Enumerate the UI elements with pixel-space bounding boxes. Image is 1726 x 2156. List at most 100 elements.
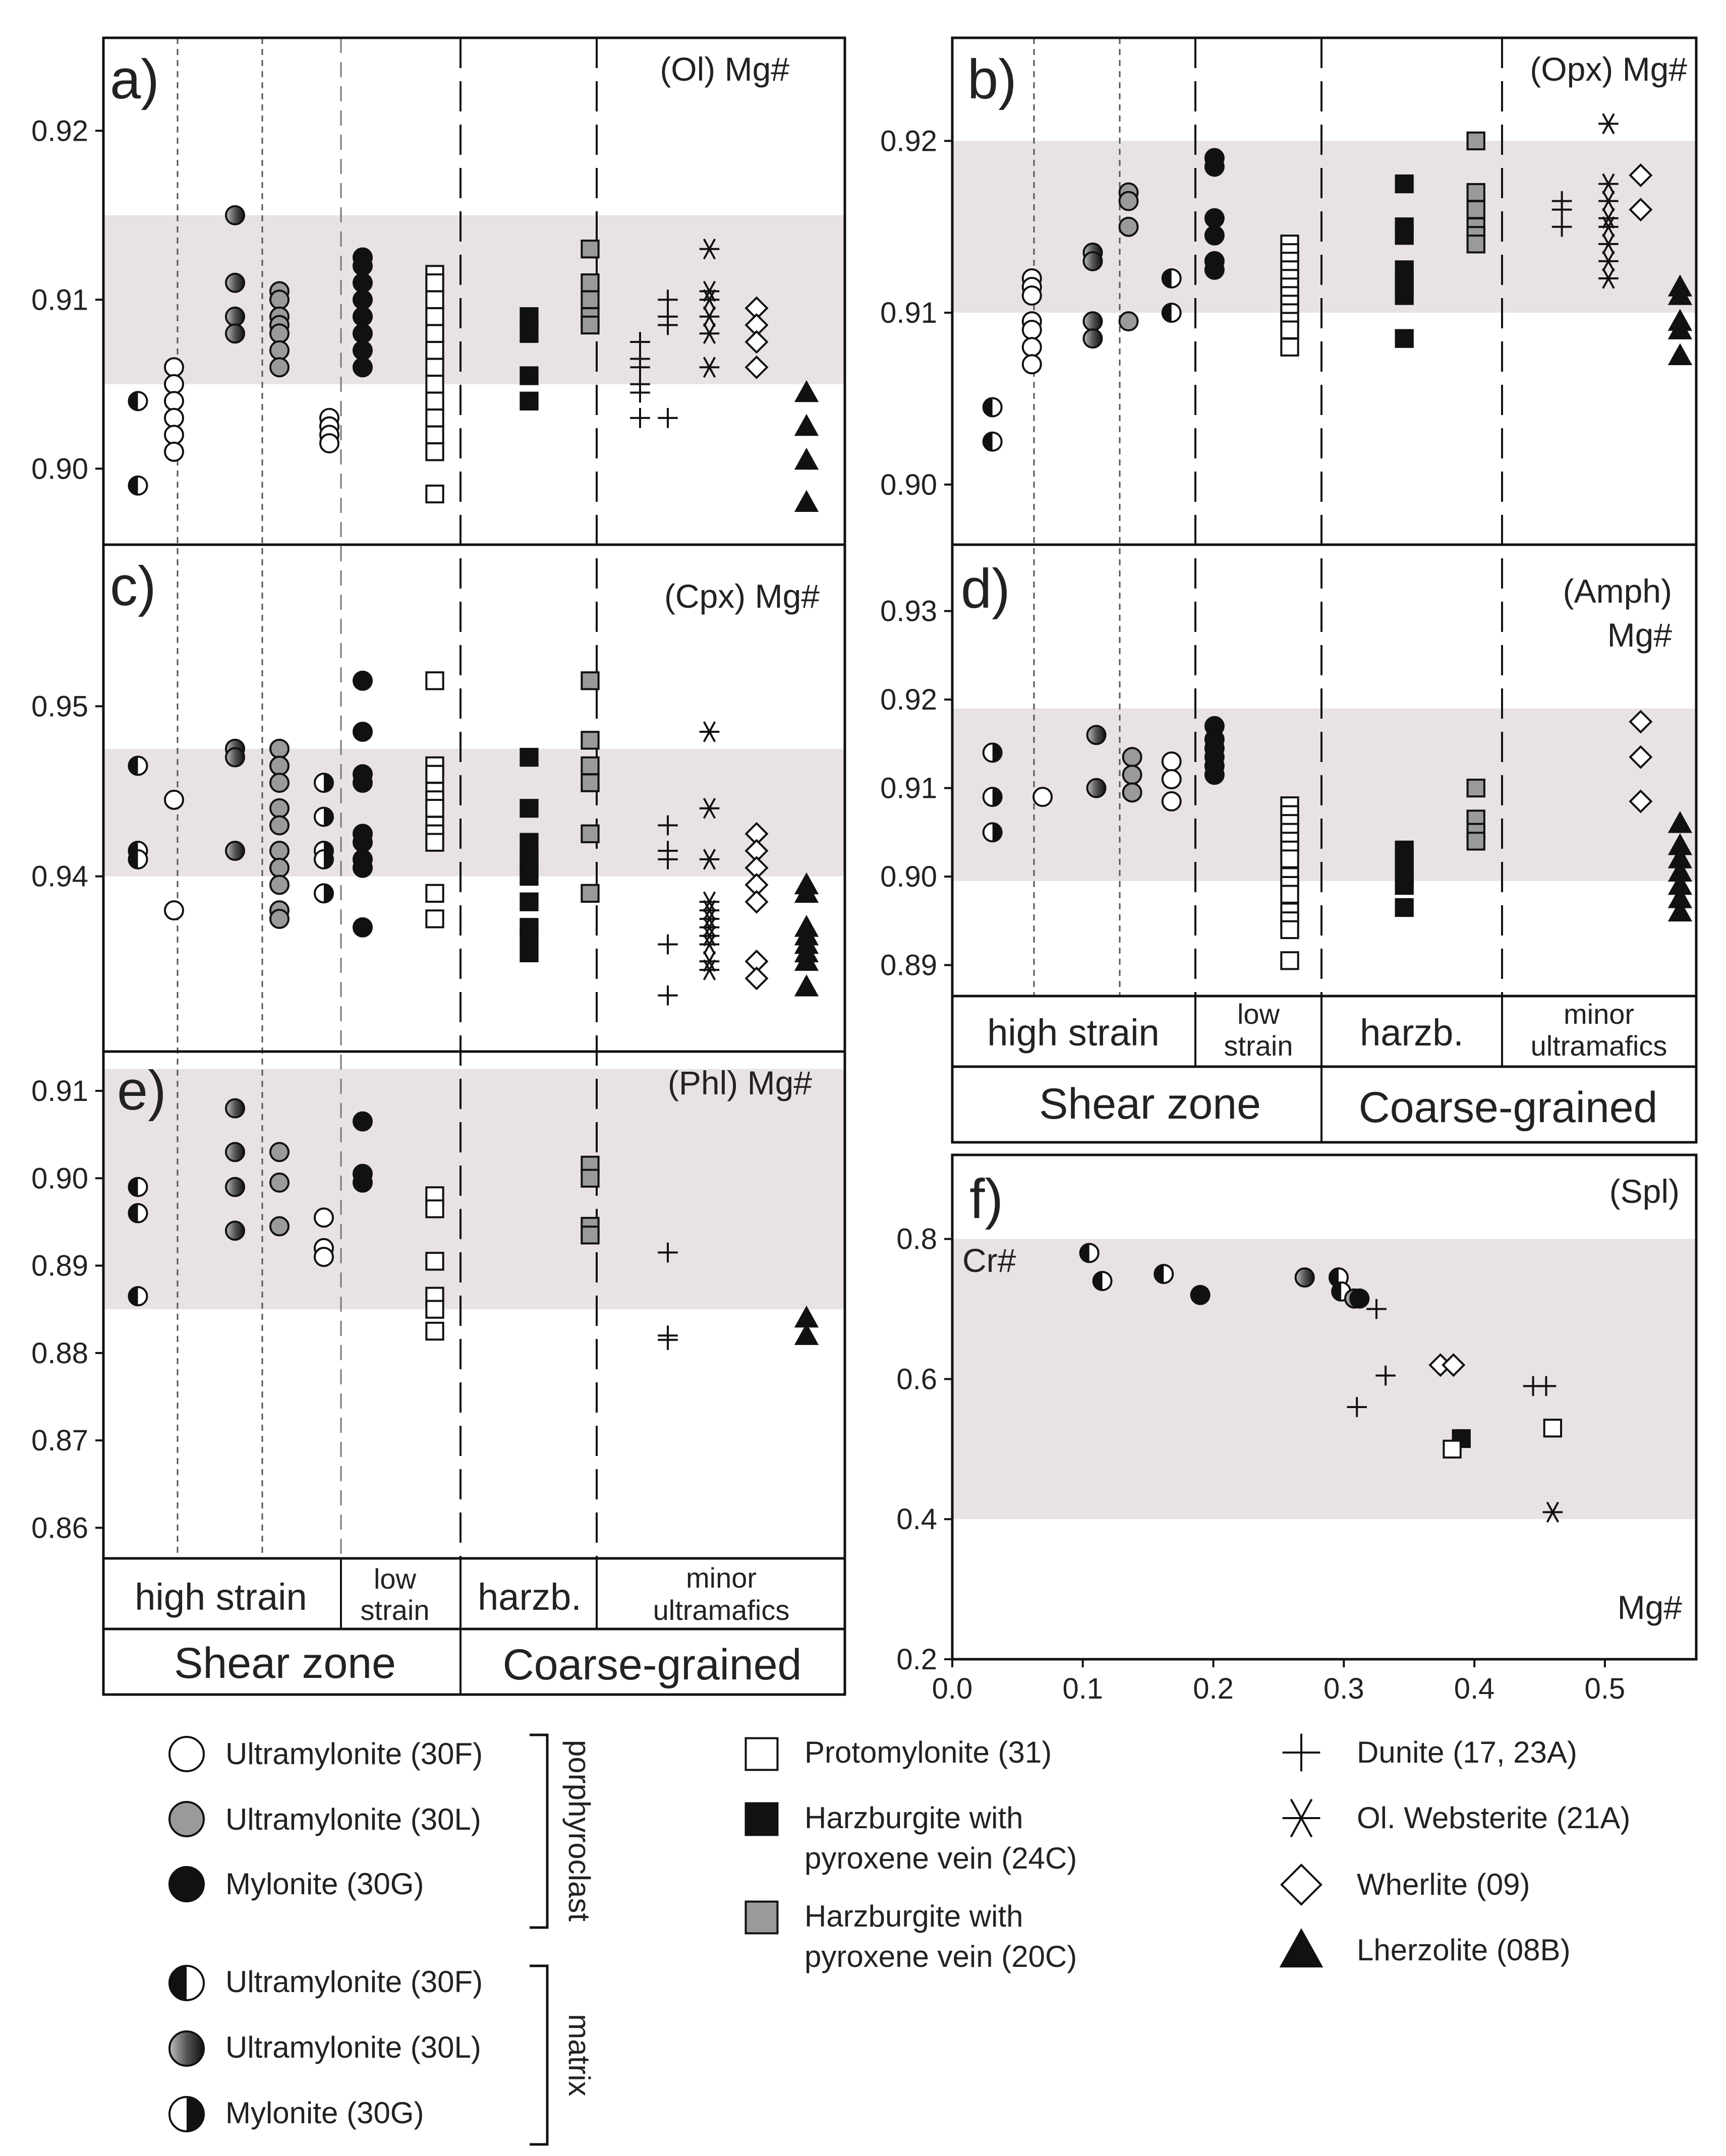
y-tick-label: 0.93 <box>880 595 937 628</box>
marker-shape <box>269 340 290 361</box>
panel-a-letter: a) <box>110 48 159 110</box>
reference-band-b <box>952 141 1696 313</box>
marker-shape <box>1395 876 1414 895</box>
marker-shape <box>319 433 339 453</box>
data-point-c <box>699 951 720 972</box>
marker-shape <box>425 409 444 428</box>
data-point-c <box>699 797 720 819</box>
data-point-e <box>581 1226 600 1245</box>
data-point-a <box>319 433 339 453</box>
data-point-a <box>581 290 600 309</box>
data-point-c <box>314 806 334 827</box>
marker-half <box>324 884 333 903</box>
marker-shape <box>1279 1928 1324 1968</box>
data-point-f <box>1092 1271 1113 1291</box>
marker-shape <box>1443 1439 1462 1459</box>
data-point-c <box>520 833 539 852</box>
data-point-a <box>520 366 539 385</box>
marker-half <box>129 1287 138 1306</box>
marker-shape <box>269 738 290 759</box>
data-point-e <box>425 1321 444 1341</box>
marker-shape <box>353 670 373 691</box>
data-point-a <box>164 357 184 378</box>
data-point-a <box>520 391 539 411</box>
data-point-e <box>314 1207 334 1228</box>
data-point-d <box>1161 769 1182 790</box>
x-tick-label: 0.3 <box>1324 1672 1364 1705</box>
marker-shape <box>425 1321 444 1341</box>
marker-shape <box>225 272 245 293</box>
data-point-b <box>1280 320 1299 339</box>
data-point-a <box>699 238 720 260</box>
y-tick-label: 0.91 <box>880 297 937 329</box>
marker-shape <box>1629 789 1653 813</box>
marker-shape <box>168 1801 205 1837</box>
marker-half <box>992 823 1002 842</box>
marker-shape <box>353 1172 373 1193</box>
marker-shape <box>1395 329 1414 348</box>
legend-label-harzburgite-20c-2: pyroxene vein (20C) <box>804 1940 1077 1973</box>
marker-shape <box>164 374 184 394</box>
data-point-b <box>1551 199 1572 220</box>
data-point-c <box>425 833 444 852</box>
y-tick-label: 0.86 <box>31 1511 88 1544</box>
legend-label-websterite: Ol. Websterite (21A) <box>1357 1801 1630 1835</box>
data-point-b <box>1598 268 1619 289</box>
marker-shape <box>425 1199 444 1218</box>
data-point-f <box>1443 1439 1462 1459</box>
marker-shape <box>1190 1285 1211 1305</box>
data-point-b <box>1395 286 1414 305</box>
data-point-e <box>225 1177 245 1197</box>
data-point-c <box>520 943 539 963</box>
data-point-a <box>425 375 444 394</box>
data-point-c <box>314 849 334 869</box>
y-tick-label: 0.2 <box>896 1643 937 1676</box>
y-tick-label: 0.90 <box>880 860 937 893</box>
y-tick-label: 0.88 <box>31 1337 88 1370</box>
marker-shape <box>269 755 290 776</box>
data-point-e <box>581 1169 600 1188</box>
marker-shape <box>269 773 290 793</box>
data-point-a <box>425 324 444 343</box>
data-point-a <box>658 407 678 428</box>
data-point-b <box>1082 328 1103 349</box>
marker-shape <box>520 892 539 911</box>
marker-shape <box>1667 283 1693 305</box>
data-point-d <box>1280 920 1299 940</box>
data-point-b <box>1598 173 1619 195</box>
data-point-a <box>225 323 245 344</box>
marker-half <box>1162 269 1172 287</box>
data-point-e <box>353 1172 373 1193</box>
marker-shape <box>164 357 184 378</box>
marker-shape <box>744 1737 779 1771</box>
marker-half <box>324 774 333 792</box>
reference-band-f <box>952 1239 1696 1520</box>
data-point-a <box>699 306 720 327</box>
marker-shape <box>269 1172 290 1193</box>
marker-shape <box>425 799 444 818</box>
cat-high-strain: high strain <box>987 1012 1159 1054</box>
marker-shape <box>1466 200 1485 219</box>
data-point-a <box>164 425 184 445</box>
legend-symbol-lhz <box>1279 1928 1324 1968</box>
data-point-c <box>794 974 819 997</box>
y-tick-label: 0.89 <box>31 1250 88 1283</box>
marker-shape <box>1021 285 1042 306</box>
data-point-c <box>353 773 373 793</box>
data-point-e <box>128 1286 148 1307</box>
data-point-c <box>520 892 539 911</box>
data-point-c <box>269 857 290 878</box>
y-tick-label: 0.91 <box>31 1075 88 1108</box>
marker-shape <box>794 414 819 436</box>
marker-shape <box>744 966 769 990</box>
data-point-a <box>164 374 184 394</box>
data-point-b <box>1395 226 1414 245</box>
data-point-c <box>425 909 444 928</box>
marker-shape <box>581 315 600 335</box>
data-point-e <box>225 1220 245 1241</box>
marker-shape <box>1086 778 1107 798</box>
marker-half <box>992 788 1002 806</box>
marker-shape <box>269 289 290 310</box>
data-point-c <box>658 985 678 1006</box>
data-point-d <box>1629 710 1653 734</box>
